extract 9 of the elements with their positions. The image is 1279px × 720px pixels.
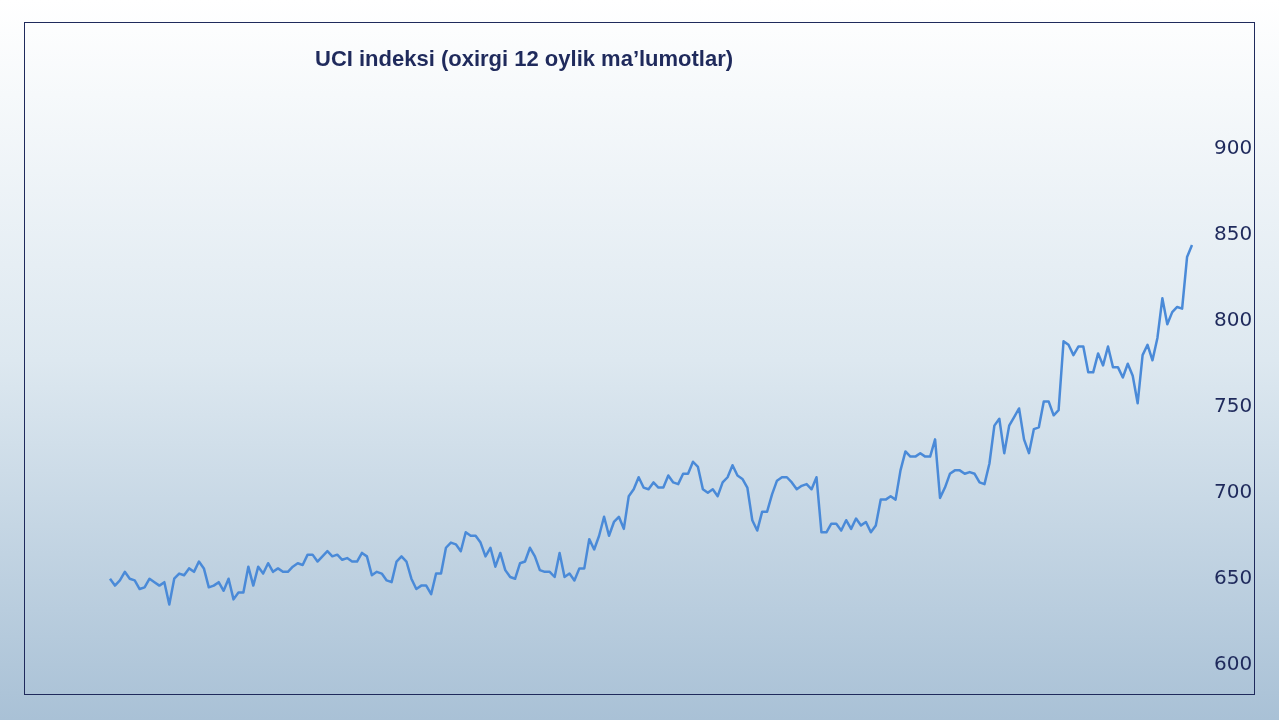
y-tick-label: 700	[1214, 479, 1253, 504]
y-tick-label: 650	[1214, 565, 1253, 590]
y-tick-label: 800	[1214, 307, 1253, 332]
chart-title: UCI indeksi (oxirgi 12 oylik ma’lumotlar)	[315, 46, 734, 72]
y-tick-label: 850	[1214, 221, 1253, 246]
y-tick-label: 900	[1214, 135, 1253, 160]
line-series	[108, 243, 1194, 606]
y-tick-label: 600	[1214, 651, 1253, 676]
y-tick-label: 750	[1214, 393, 1253, 418]
